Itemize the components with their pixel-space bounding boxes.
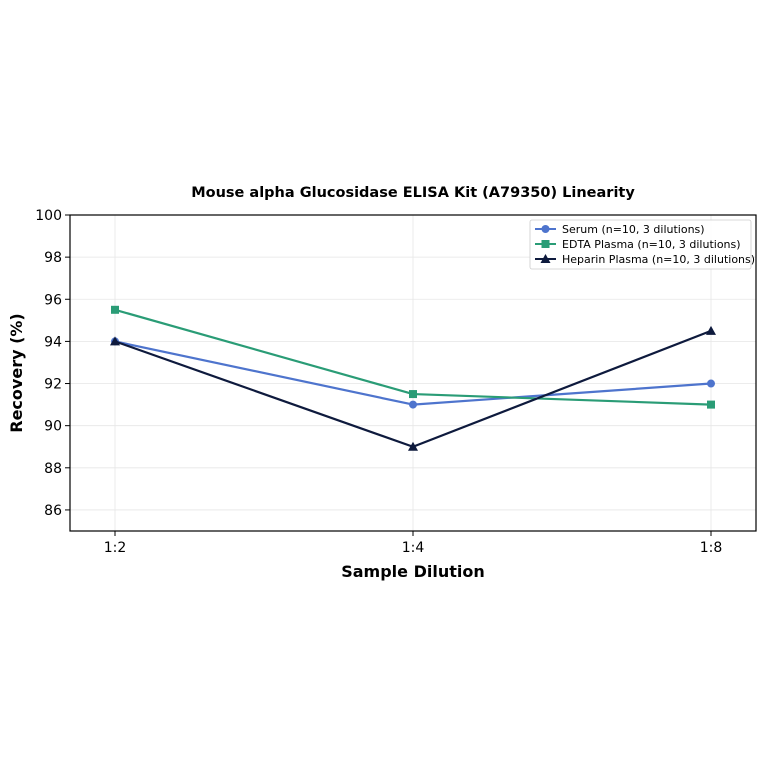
series-square xyxy=(111,305,715,409)
data-point xyxy=(707,379,715,388)
legend-item: Serum (n=10, 3 dilutions) xyxy=(535,223,705,236)
legend-marker xyxy=(541,225,550,233)
series-layer xyxy=(110,305,716,451)
legend-box xyxy=(529,219,752,270)
y-tick-label: 90 xyxy=(44,419,62,435)
y-tick-label: 92 xyxy=(44,377,62,393)
series-triangle xyxy=(110,325,716,451)
y-axis: 86 88 90 92 94 96 98 100 xyxy=(35,208,70,519)
x-axis: 1:2 1:4 1:8 xyxy=(104,531,723,556)
data-point xyxy=(707,400,715,409)
x-axis-label: Sample Dilution xyxy=(341,562,485,581)
data-point xyxy=(408,441,418,451)
legend-label: Serum (n=10, 3 dilutions) xyxy=(562,223,705,236)
data-point xyxy=(110,336,120,346)
x-tick-label: 1:8 xyxy=(700,540,723,556)
chart-title: Mouse alpha Glucosidase ELISA Kit (A7935… xyxy=(191,185,635,201)
data-point xyxy=(409,390,417,399)
data-point xyxy=(706,325,716,335)
data-point xyxy=(409,400,417,409)
y-tick-label: 88 xyxy=(44,461,62,477)
legend-marker xyxy=(541,240,550,248)
legend-marker xyxy=(540,254,551,263)
y-tick-label: 100 xyxy=(35,208,62,224)
data-point xyxy=(111,305,119,314)
y-tick-label: 94 xyxy=(44,334,62,350)
legend-item: Heparin Plasma (n=10, 3 dilutions) xyxy=(535,253,755,266)
x-tick-label: 1:4 xyxy=(402,540,425,556)
legend: Serum (n=10, 3 dilutions) EDTA Plasma (n=… xyxy=(529,219,755,270)
y-axis-label: Recovery (%) xyxy=(7,313,26,432)
y-tick-label: 96 xyxy=(44,292,62,308)
y-tick-label: 86 xyxy=(44,503,62,519)
legend-label: Heparin Plasma (n=10, 3 dilutions) xyxy=(562,253,755,266)
legend-label: EDTA Plasma (n=10, 3 dilutions) xyxy=(562,238,741,251)
y-tick-label: 98 xyxy=(44,250,62,266)
x-tick-label: 1:2 xyxy=(104,540,127,556)
legend-item: EDTA Plasma (n=10, 3 dilutions) xyxy=(535,238,741,251)
